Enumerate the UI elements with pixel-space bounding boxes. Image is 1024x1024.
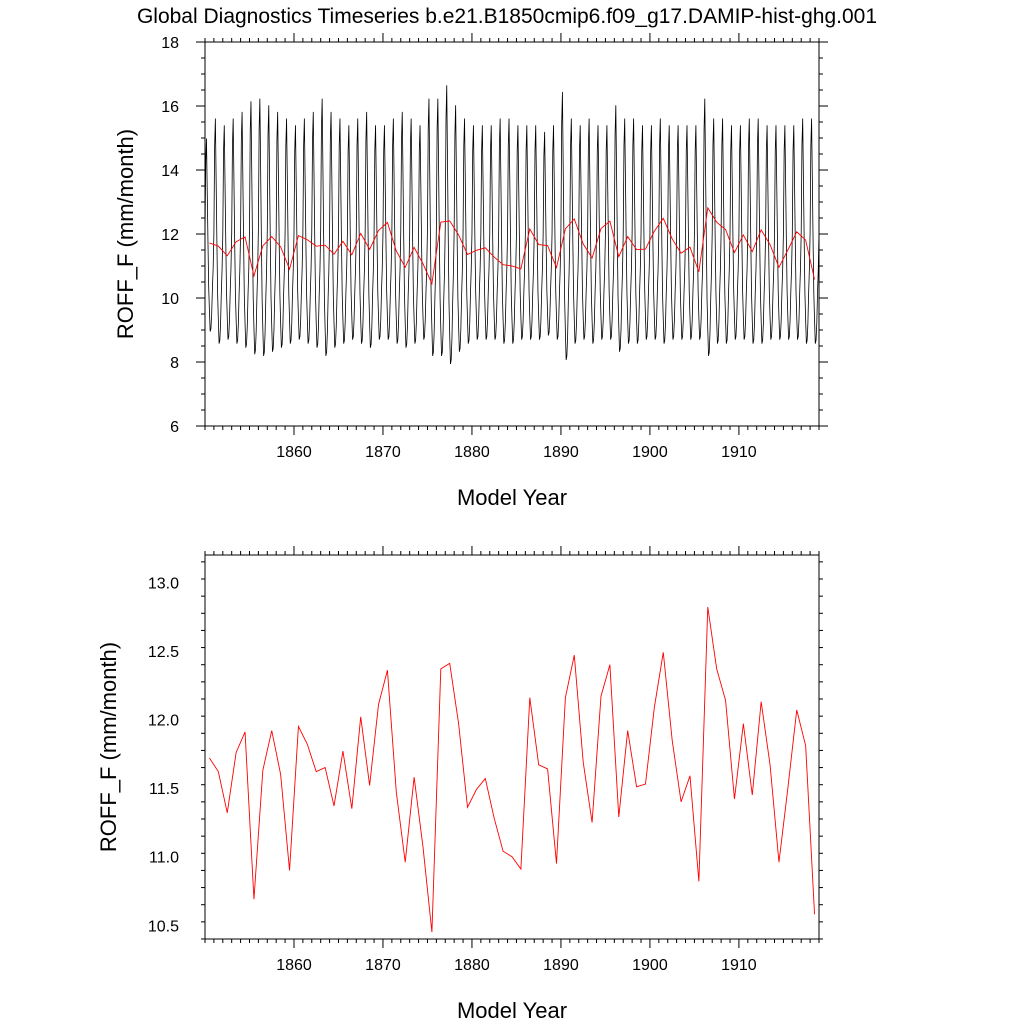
x-tick-label: 1860 [276, 444, 312, 461]
bottom-plot-frame [204, 554, 820, 940]
bottom-x-axis-label: Model Year [457, 998, 567, 1023]
x-tick-label: 1860 [276, 957, 312, 974]
y-tick-label: 16 [161, 99, 179, 116]
bottom-series-layer [209, 607, 815, 933]
y-tick-label: 6 [170, 419, 179, 436]
x-tick-label: 1900 [632, 444, 668, 461]
chart-title: Global Diagnostics Timeseries b.e21.B185… [137, 5, 877, 28]
x-tick-label: 1890 [543, 957, 579, 974]
y-tick-label: 14 [161, 163, 179, 180]
y-tick-label: 8 [170, 355, 179, 372]
bottom-panel-annual: 1860 1870 1880 1890 1900 1910 10.5 11.0 11.5 12.0… [96, 546, 823, 1023]
annual-mean-series-line-panel-1 [209, 607, 815, 933]
y-tick-label: 10 [161, 291, 179, 308]
x-tick-label: 1890 [543, 444, 579, 461]
y-tick-label: 12.5 [148, 644, 179, 661]
top-plot-frame [204, 41, 820, 427]
x-tick-label: 1910 [721, 444, 757, 461]
monthly-series-line-panel-0 [205, 85, 819, 365]
y-tick-label: 12.0 [148, 713, 179, 730]
x-tick-label: 1870 [365, 957, 401, 974]
annual-mean-series-line-panel-0 [209, 206, 815, 286]
x-tick-label: 1900 [632, 957, 668, 974]
x-tick-label: 1910 [721, 957, 757, 974]
x-tick-label: 1880 [454, 444, 490, 461]
bottom-tick-layer: 1860 1870 1880 1890 1900 1910 10.5 11.0 11.5 12.0… [148, 546, 823, 974]
top-x-axis-label: Model Year [457, 485, 567, 510]
y-tick-label: 12 [161, 227, 179, 244]
top-tick-layer: 1860 1870 1880 1890 1900 1910 6 8 10 12 14 16 18 [161, 33, 828, 461]
bottom-y-axis-label: ROFF_F (mm/month) [96, 642, 121, 852]
x-tick-label: 1870 [365, 444, 401, 461]
top-y-axis-label: ROFF_F (mm/month) [113, 129, 138, 339]
y-tick-label: 18 [161, 35, 179, 52]
top-series-layer [205, 85, 819, 365]
x-tick-label: 1880 [454, 957, 490, 974]
y-tick-label: 11.5 [149, 781, 179, 798]
top-panel-timeseries: 1860 1870 1880 1890 1900 1910 6 8 10 12 14 16 18 ROF… [113, 33, 828, 510]
y-tick-label: 11.0 [149, 850, 179, 867]
y-tick-label: 10.5 [148, 918, 179, 935]
y-tick-label: 13.0 [148, 575, 179, 592]
